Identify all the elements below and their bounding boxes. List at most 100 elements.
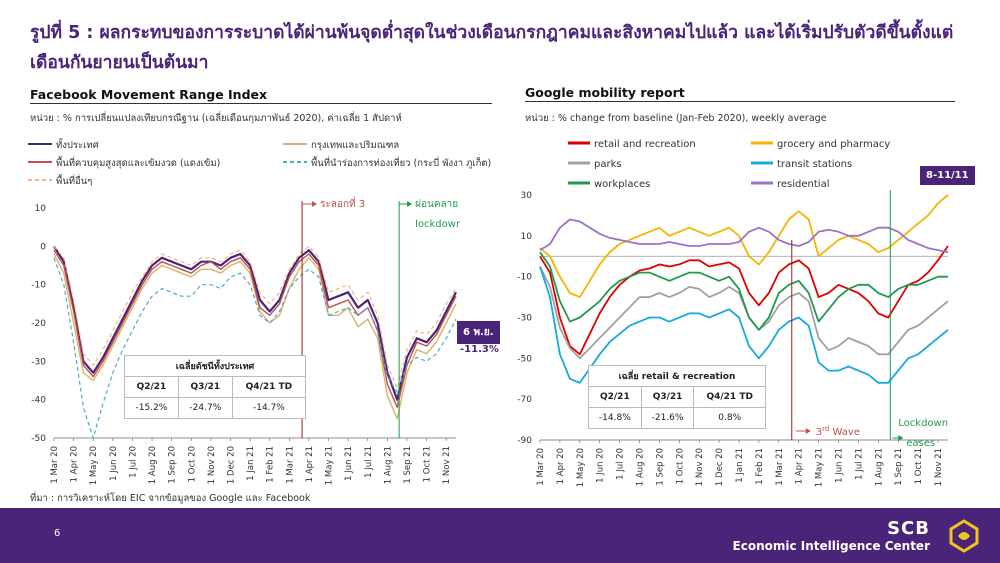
left-table-header: Q4/21 TD — [231, 376, 307, 398]
right-unit-note: หน่วย : % change from baseline (Jan-Feb … — [525, 113, 827, 124]
y-tick-label: 0 — [40, 242, 46, 252]
x-tick-label: 1 Aug 20 — [636, 448, 646, 486]
x-tick-label: 1 Jun 20 — [109, 446, 119, 481]
ease-annotation-line2: eases — [906, 438, 935, 449]
x-tick-label: 1 Mar 20 — [536, 448, 546, 486]
footer-bar: 6 SCB Economic Intelligence Center — [0, 508, 1000, 563]
y-tick-label: -10 — [31, 281, 46, 291]
x-tick-label: 1 Dec 20 — [715, 448, 725, 486]
legend-label: parks — [594, 159, 622, 170]
series-line — [539, 218, 949, 254]
left-table-header: Q3/21 — [177, 376, 233, 398]
right-panel-title: Google mobility report — [525, 85, 685, 100]
ease-annotation-line1: Lockdown — [898, 418, 948, 429]
ease-annotation-line2: lockdown — [415, 219, 460, 230]
right-table-value: -21.6% — [640, 407, 695, 429]
series-line — [53, 257, 457, 439]
x-tick-label: 1 Nov 21 — [442, 446, 452, 484]
legend-label: พื้นที่ควบคุมสูงสุดและเข้มงวด (แดงเข้ม) — [56, 156, 220, 169]
wave-annotation: ระลอกที่ 3 — [320, 196, 365, 210]
x-tick-label: 1 Sep 20 — [168, 446, 178, 484]
ease-arrow-head — [407, 201, 413, 207]
legend-label: transit stations — [777, 159, 852, 170]
right-table-header: Q3/21 — [640, 386, 695, 408]
right-table-header: Q2/21 — [588, 386, 642, 408]
x-tick-label: 1 Feb 21 — [266, 446, 276, 483]
y-tick-label: -70 — [517, 395, 532, 405]
x-tick-label: 1 May 21 — [815, 448, 825, 487]
left-table-value: -24.7% — [177, 397, 233, 419]
x-tick-label: 1 May 20 — [89, 446, 99, 485]
series-line — [53, 245, 457, 401]
y-tick-label: 10 — [35, 204, 47, 214]
legend-label: กรุงเทพและปริมณฑล — [311, 140, 399, 151]
right-title-rule — [525, 101, 955, 102]
legend-label: retail and recreation — [594, 139, 696, 150]
legend-label: residential — [777, 179, 829, 190]
left-chart: 10 0 -10 -20 -30 -40 -50 1 Mar 20 1 Apr 20 1 May … — [31, 196, 460, 485]
left-table-value: -14.7% — [231, 397, 307, 419]
x-tick-label: 1 Apr 21 — [795, 448, 805, 484]
legend-label: workplaces — [594, 179, 650, 190]
left-summary-table: เฉลี่ยดัชนีทั้งประเทศ Q2/21 Q3/21 Q4/21 … — [124, 355, 307, 419]
x-tick-label: 1 Apr 20 — [556, 448, 566, 484]
left-unit-note: หน่วย : % การเปลี่ยนแปลงเทียบกรณีฐาน (เฉ… — [30, 113, 402, 124]
right-summary-table: เฉลี่ย retail & recreation Q2/21 Q3/21 Q… — [588, 365, 766, 429]
x-tick-label: 1 May 21 — [325, 446, 335, 485]
y-tick-label: 10 — [521, 232, 533, 242]
y-tick-label: -50 — [31, 434, 46, 444]
left-table-header: Q2/21 — [124, 376, 179, 398]
series-line — [53, 245, 457, 389]
x-tick-label: 1 Jul 20 — [128, 446, 138, 478]
x-tick-label: 1 Oct 20 — [675, 448, 685, 484]
y-tick-label: -30 — [517, 314, 532, 324]
x-tick-label: 1 Jan 21 — [735, 448, 745, 483]
page-title: รูปที่ 5 : ผลกระทบของการระบาดได้ผ่านพ้นจ… — [30, 23, 954, 73]
x-tick-label: 1 Feb 21 — [755, 448, 765, 485]
x-tick-label: 1 Aug 20 — [148, 446, 158, 484]
y-tick-label: -50 — [517, 354, 532, 364]
wave-arrow-head — [805, 428, 811, 434]
brand-block: SCB Economic Intelligence Center — [733, 518, 930, 553]
page-number: 6 — [54, 528, 61, 539]
x-tick-label: 1 Jul 21 — [364, 446, 374, 478]
ease-arrow-head — [898, 435, 904, 441]
right-chart: 30 10 -10 -30 -50 -70 -90 1 Mar 20 1 Apr 20 1 May… — [517, 190, 949, 487]
brand-subtitle: Economic Intelligence Center — [732, 539, 930, 553]
left-callout-date: 6 พ.ย. — [457, 321, 500, 344]
x-tick-label: 1 Nov 21 — [934, 448, 944, 486]
x-tick-label: 1 Jul 21 — [854, 448, 864, 480]
series-line — [53, 249, 457, 409]
left-callout-value: -11.3% — [460, 344, 499, 355]
x-tick-label: 1 Aug 21 — [383, 446, 393, 484]
x-tick-label: 1 Oct 21 — [914, 448, 924, 484]
wave-annotation: 3rd Wave — [816, 425, 860, 438]
right-table-value: -14.8% — [588, 407, 642, 429]
x-tick-label: 1 Jun 21 — [344, 446, 354, 481]
right-callout-date: 8-11/11 — [920, 166, 975, 185]
legend-label: พื้นที่นำร่องการท่องเที่ยว (กระบี่ พังงา… — [311, 156, 491, 169]
series-line — [53, 253, 457, 420]
x-tick-label: 1 Jun 20 — [596, 448, 606, 483]
y-tick-label: -30 — [31, 357, 46, 367]
right-legend: retail and recreation grocery and pharmac… — [568, 139, 890, 190]
legend-label: grocery and pharmacy — [777, 139, 890, 150]
x-tick-label: 1 Nov 20 — [207, 446, 217, 484]
right-table-title: เฉลี่ย retail & recreation — [588, 365, 766, 387]
y-tick-label: -40 — [31, 396, 46, 406]
x-tick-label: 1 Jul 20 — [616, 448, 626, 480]
brand-name: SCB — [887, 518, 930, 539]
y-tick-label: 30 — [521, 191, 533, 201]
left-table-value: -15.2% — [124, 397, 179, 419]
y-tick-label: -10 — [517, 273, 532, 283]
x-tick-label: 1 Jun 21 — [835, 448, 845, 483]
x-tick-label: 1 Apr 21 — [305, 446, 315, 482]
legend-label: ทั้งประเทศ — [56, 138, 99, 151]
series-line — [539, 251, 948, 331]
left-title-rule — [30, 103, 492, 104]
legend-label: พื้นที่อื่นๆ — [56, 174, 92, 187]
x-tick-label: 1 Sep 20 — [655, 448, 665, 486]
x-tick-label: 1 Oct 20 — [187, 446, 197, 482]
x-tick-label: 1 Nov 20 — [695, 448, 705, 486]
wave-arrow-head — [312, 201, 318, 207]
